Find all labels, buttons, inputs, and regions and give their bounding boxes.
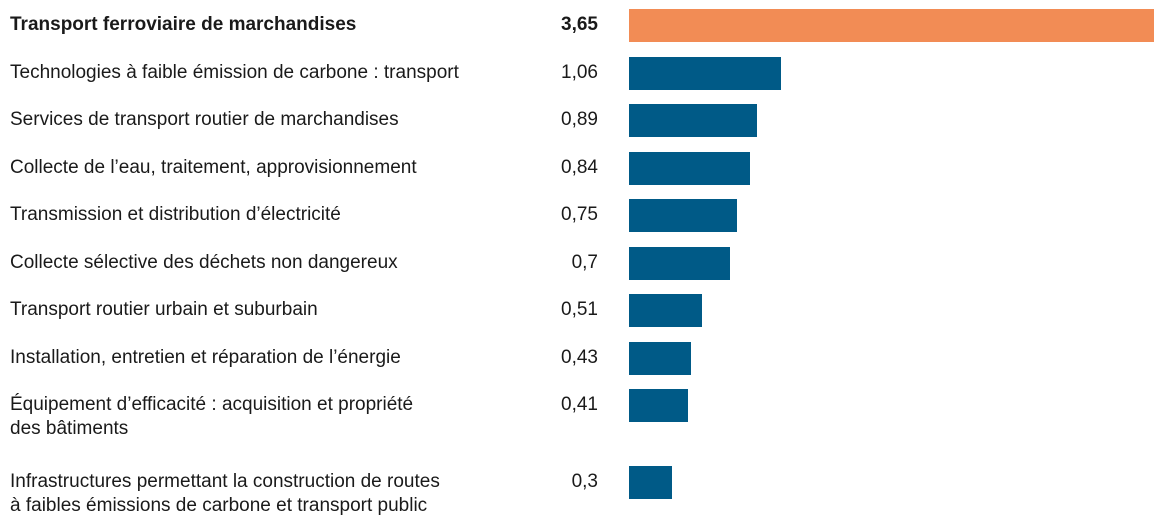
category-label: Technologies à faible émission de carbon…: [10, 61, 459, 83]
bar: [629, 246, 730, 280]
value-label: 0,41: [561, 394, 598, 415]
value-label: 3,65: [561, 14, 598, 35]
bar: [629, 199, 737, 232]
value-label: 0,75: [561, 204, 598, 225]
value-label: 1,06: [561, 61, 598, 83]
category-label: Transport ferroviaire de marchandises: [10, 14, 357, 35]
bar: [629, 104, 757, 137]
category-label: Collecte sélective des déchets non dange…: [10, 251, 398, 273]
category-label: Services de transport routier de marchan…: [10, 109, 399, 130]
value-label: 0,84: [561, 156, 598, 178]
category-label: Infrastructures permettant la constructi…: [10, 471, 440, 516]
value-label: 0,43: [561, 346, 598, 368]
bar: [629, 9, 1154, 42]
value-label: 0,89: [561, 109, 598, 130]
bar: [629, 389, 688, 422]
category-label: Transmission et distribution d’électrici…: [10, 204, 341, 225]
category-label: Collecte de l’eau, traitement, approvisi…: [10, 156, 417, 178]
bar: [629, 294, 703, 327]
category-label: Équipement d’efficacité : acquisition et…: [10, 394, 414, 439]
value-label: 0,7: [571, 251, 598, 273]
bar: [629, 466, 673, 499]
value-label: 0,3: [571, 471, 598, 492]
category-label: Transport routier urbain et suburbain: [10, 299, 318, 320]
bar: [629, 151, 750, 185]
category-label: Installation, entretien et réparation de…: [10, 346, 401, 368]
value-label: 0,51: [561, 299, 598, 320]
bar: [629, 56, 782, 90]
bar: [629, 341, 691, 375]
